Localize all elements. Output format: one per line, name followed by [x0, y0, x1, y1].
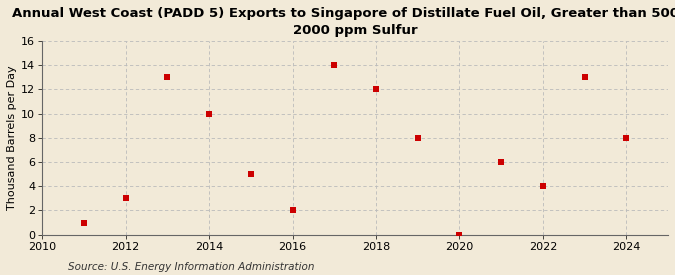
Point [371, 87, 381, 92]
Point [204, 111, 215, 116]
Title: Annual West Coast (PADD 5) Exports to Singapore of Distillate Fuel Oil, Greater : Annual West Coast (PADD 5) Exports to Si… [11, 7, 675, 37]
Point [120, 196, 131, 200]
Y-axis label: Thousand Barrels per Day: Thousand Barrels per Day [7, 65, 17, 210]
Text: Source: U.S. Energy Information Administration: Source: U.S. Energy Information Administ… [68, 262, 314, 272]
Point [246, 172, 256, 176]
Point [162, 75, 173, 79]
Point [579, 75, 590, 79]
Point [537, 184, 548, 188]
Point [454, 232, 465, 237]
Point [78, 220, 89, 225]
Point [621, 136, 632, 140]
Point [412, 136, 423, 140]
Point [329, 63, 340, 67]
Point [495, 160, 506, 164]
Point [287, 208, 298, 213]
